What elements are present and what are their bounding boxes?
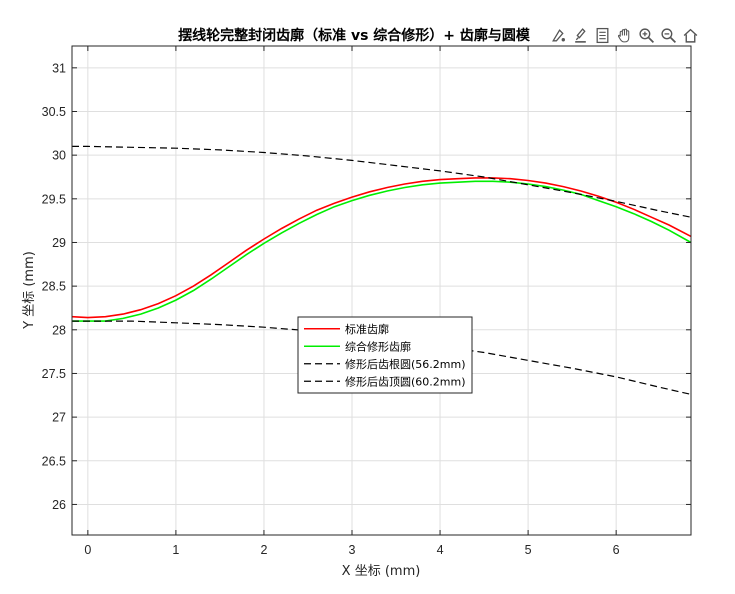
y-tick-label: 26.5 bbox=[42, 454, 66, 468]
legend-label-4: 修形后齿顶圆(60.2mm) bbox=[345, 374, 466, 388]
y-tick-label: 28.5 bbox=[42, 280, 66, 294]
x-tick-label: 1 bbox=[172, 543, 179, 557]
pan-hand-icon[interactable] bbox=[614, 24, 635, 46]
zoom-in-icon[interactable] bbox=[636, 24, 657, 46]
y-tick-label: 27.5 bbox=[42, 367, 66, 381]
plot-background bbox=[72, 46, 691, 535]
grid bbox=[72, 46, 691, 535]
x-tick-label: 5 bbox=[525, 543, 532, 557]
zoom-out-icon[interactable] bbox=[658, 24, 679, 46]
tick-labels: 0 1 2 3 4 5 6 26 26.5 27 27.5 28 28.5 29 29.5 30 30.5 31 bbox=[42, 61, 620, 557]
y-axis-label: Y 坐标 (mm) bbox=[22, 251, 37, 330]
axes bbox=[71, 45, 692, 536]
figure-toolbar bbox=[548, 24, 701, 48]
x-tick-label: 0 bbox=[84, 543, 91, 557]
data-tip-icon[interactable] bbox=[548, 24, 569, 46]
legend-label-1: 标准齿廓 bbox=[345, 322, 389, 336]
legend-label-3: 修形后齿根圆(56.2mm) bbox=[345, 357, 466, 371]
x-tick-label: 6 bbox=[613, 543, 620, 557]
plot-area bbox=[72, 46, 691, 535]
x-tick-label: 4 bbox=[437, 543, 444, 557]
y-tick-label: 28 bbox=[52, 323, 66, 337]
series-line-2 bbox=[72, 180, 692, 322]
y-tick-label: 30.5 bbox=[42, 105, 66, 119]
brush-icon[interactable] bbox=[570, 24, 591, 46]
y-tick-label: 31 bbox=[52, 61, 66, 75]
legend-toggle-icon[interactable] bbox=[592, 24, 613, 46]
home-icon[interactable] bbox=[680, 24, 701, 46]
chart-title: 摆线轮完整封闭齿廓（标准 vs 综合修形）+ 齿廓与圆模 bbox=[178, 27, 531, 44]
y-tick-label: 30 bbox=[52, 149, 66, 163]
axes-box bbox=[71, 45, 692, 536]
legend-label-2: 综合修形齿廓 bbox=[345, 339, 411, 353]
y-tick-label: 27 bbox=[52, 411, 66, 425]
series-line-1 bbox=[71, 177, 692, 319]
legend-box[interactable] bbox=[297, 316, 473, 394]
y-tick-label: 29.5 bbox=[42, 192, 66, 206]
series-line-4 bbox=[72, 145, 692, 218]
x-tick-label: 2 bbox=[260, 543, 267, 557]
x-axis-label: X 坐标 (mm) bbox=[342, 564, 421, 579]
x-tick-label: 3 bbox=[349, 543, 356, 557]
y-tick-label: 29 bbox=[52, 236, 66, 250]
y-tick-label: 26 bbox=[52, 498, 66, 512]
